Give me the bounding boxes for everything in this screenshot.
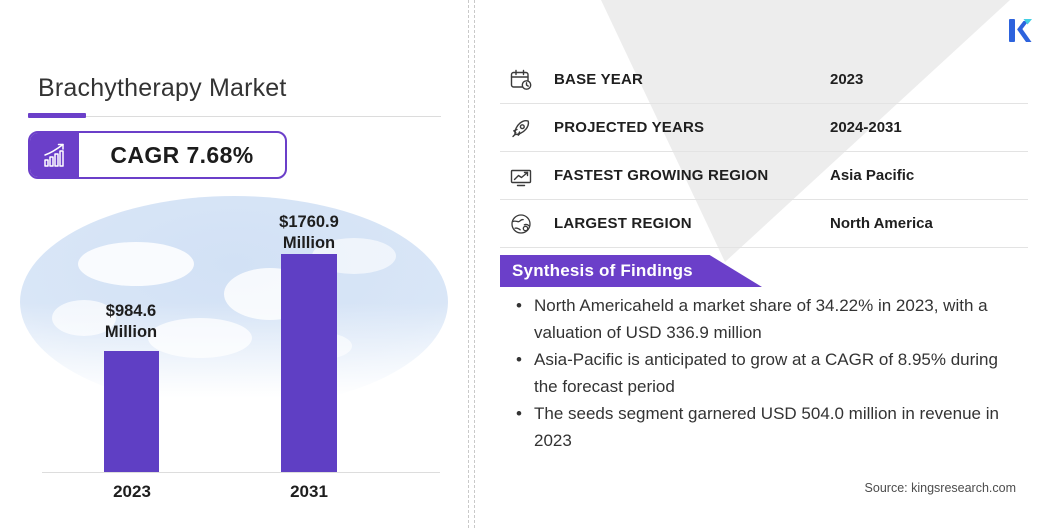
stat-value: 2023 bbox=[830, 71, 864, 88]
market-overview-panel: Brachytherapy Market CAGR 7.68% $984.6 M… bbox=[0, 0, 470, 528]
panel-divider-dashed-line bbox=[468, 0, 469, 528]
table-row-fastest-growing-region: FASTEST GROWING REGION Asia Pacific bbox=[500, 152, 1028, 200]
cagr-badge: CAGR 7.68% bbox=[28, 131, 287, 179]
calendar-clock-icon bbox=[508, 67, 534, 93]
panel-divider-dashed-line bbox=[474, 0, 475, 528]
stat-value: North America bbox=[830, 215, 933, 232]
findings-section-header: Synthesis of Findings bbox=[500, 255, 762, 287]
finding-text: The seeds segment garnered USD 504.0 mil… bbox=[534, 404, 999, 450]
table-row-largest-region: LARGEST REGION North America bbox=[500, 200, 1028, 248]
stat-label: LARGEST REGION bbox=[554, 215, 692, 232]
rocket-icon bbox=[508, 115, 534, 141]
finding-text: North Americaheld a market share of 34.2… bbox=[534, 296, 988, 342]
bullet-icon: • bbox=[516, 350, 522, 369]
finding-item: • Asia-Pacific is anticipated to grow at… bbox=[504, 346, 1018, 400]
stat-label: PROJECTED YEARS bbox=[554, 119, 705, 136]
table-row-projected-years: PROJECTED YEARS 2024-2031 bbox=[500, 104, 1028, 152]
stat-value: Asia Pacific bbox=[830, 167, 915, 184]
finding-item: • The seeds segment garnered USD 504.0 m… bbox=[504, 400, 1018, 454]
growth-trend-icon bbox=[30, 133, 79, 177]
source-attribution: Source: kingsresearch.com bbox=[864, 481, 1016, 495]
bar-value-label-2031: $1760.9 Million bbox=[279, 213, 339, 252]
world-map-background bbox=[18, 186, 450, 398]
bullet-icon: • bbox=[516, 404, 522, 423]
x-tick-2023: 2023 bbox=[113, 482, 151, 501]
globe-icon bbox=[508, 211, 534, 237]
details-panel: BASE YEAR 2023 PROJECTED YEARS 2024-2031 bbox=[470, 0, 1056, 528]
cagr-value: CAGR 7.68% bbox=[110, 141, 254, 168]
title-underline bbox=[28, 116, 441, 117]
x-axis-line bbox=[42, 472, 440, 473]
bar-value-label-2023: $984.6 Million bbox=[104, 302, 158, 341]
page-title: Brachytherapy Market bbox=[38, 74, 287, 102]
key-stats-table: BASE YEAR 2023 PROJECTED YEARS 2024-2031 bbox=[500, 56, 1028, 248]
growth-chart-icon bbox=[508, 163, 534, 189]
bullet-icon: • bbox=[516, 296, 522, 315]
stat-value: 2024-2031 bbox=[830, 119, 902, 136]
bar-2031 bbox=[281, 254, 337, 473]
stat-label: FASTEST GROWING REGION bbox=[554, 167, 769, 184]
stat-label: BASE YEAR bbox=[554, 71, 644, 88]
kings-research-logo bbox=[1009, 19, 1032, 42]
finding-text: Asia-Pacific is anticipated to grow at a… bbox=[534, 350, 998, 396]
bar-2023 bbox=[104, 351, 159, 473]
title-underline-accent bbox=[28, 113, 86, 118]
finding-item: • North Americaheld a market share of 34… bbox=[504, 292, 1018, 346]
table-row-base-year: BASE YEAR 2023 bbox=[500, 56, 1028, 104]
findings-list: • North Americaheld a market share of 34… bbox=[504, 292, 1018, 454]
x-tick-2031: 2031 bbox=[290, 482, 328, 501]
